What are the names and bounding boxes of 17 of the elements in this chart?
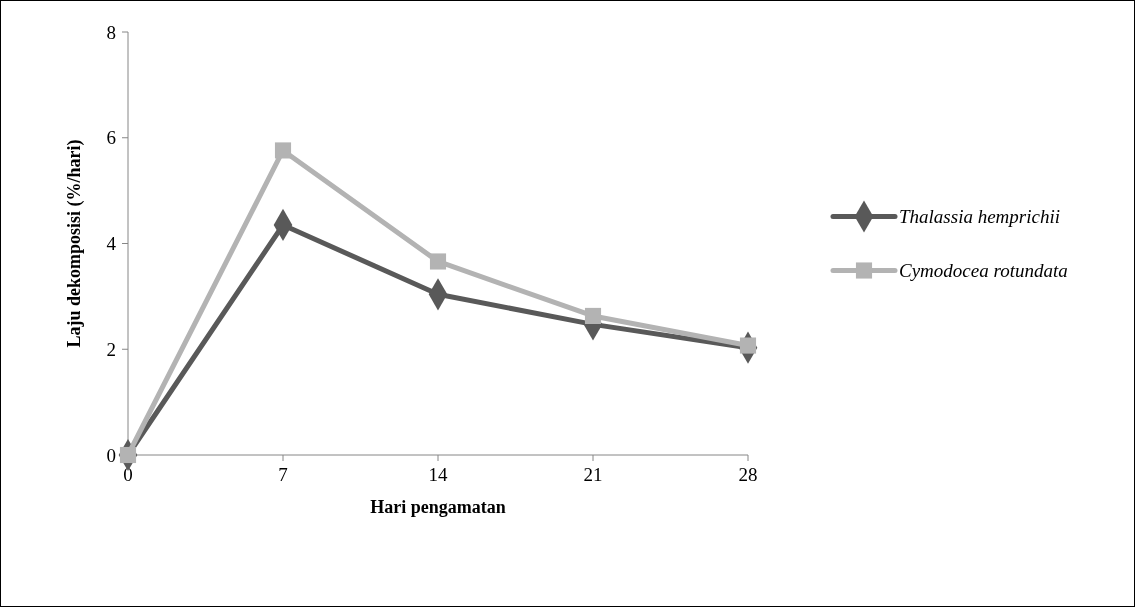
y-tick-label: 0 [106, 444, 116, 466]
y-tick-label: 4 [106, 233, 117, 255]
x-tick-label: 7 [278, 464, 288, 485]
legend-label: Cymodocea rotundata [899, 260, 1068, 282]
y-tick-label: 2 [106, 338, 116, 360]
y-tick-label: 6 [106, 127, 116, 149]
x-axis-title: Hari pengamatan [370, 497, 506, 517]
y-axis-title: Laju dekomposisi (%/hari) [64, 139, 85, 348]
x-tick-label: 21 [583, 464, 603, 485]
x-tick-label: 28 [738, 464, 758, 485]
point [584, 307, 602, 324]
point [429, 253, 447, 270]
y-tick-label: 8 [106, 21, 116, 43]
x-tick-label: 14 [428, 464, 448, 485]
x-tick-label: 0 [123, 464, 133, 485]
point [274, 142, 292, 159]
legend-label: Thalassia hemprichii [899, 206, 1060, 228]
